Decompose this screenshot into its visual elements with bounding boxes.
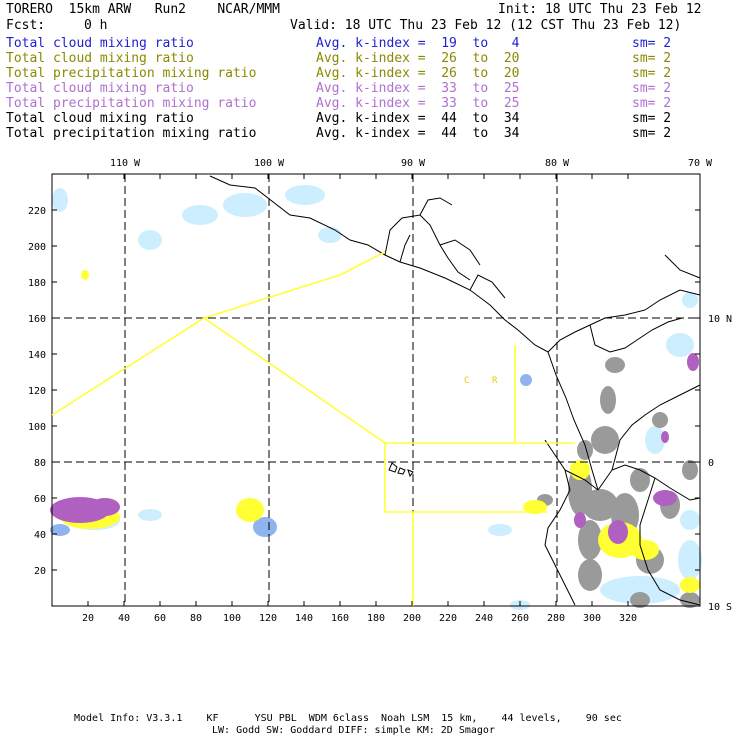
x-tick-label: 120 [259, 613, 277, 624]
run-title: TORERO 15km ARW Run2 NCAR/MMM [6, 2, 280, 17]
legend-kindex: Avg. k-index = 19 to 4 [316, 36, 520, 51]
legend-row: Total precipitation mixing ratio Avg. k-… [6, 66, 736, 81]
x-tick-label: 100 [223, 613, 241, 624]
legend-smooth: sm= 2 [632, 96, 672, 111]
legend-smooth: sm= 2 [632, 126, 672, 141]
legend-field: Total cloud mixing ratio [6, 111, 194, 126]
x-tick-label: 240 [475, 613, 493, 624]
valid-time: Valid: 18 UTC Thu 23 Feb 12 (12 CST Thu … [290, 18, 682, 33]
x-tick-label: 220 [439, 613, 457, 624]
gray-field [537, 357, 700, 608]
x-tick-label: 20 [82, 613, 94, 624]
lon-label: 70 W [688, 158, 713, 169]
y-tick-label: 80 [34, 458, 46, 469]
galapagos-islands [388, 462, 414, 478]
legend-field: Total cloud mixing ratio [6, 36, 194, 51]
legend-row: Total precipitation mixing ratio Avg. k-… [6, 126, 736, 141]
legend-row: Total cloud mixing ratio Avg. k-index = … [6, 36, 736, 51]
y-tick-label: 200 [28, 242, 46, 253]
legend-row: Total precipitation mixing ratio Avg. k-… [6, 96, 736, 111]
model-info: Model Info: V3.3.1 KF YSU PBL WDM 6class… [74, 713, 622, 724]
lat-label: 10 S [708, 602, 732, 613]
x-tick-label: 60 [154, 613, 166, 624]
legend-kindex: Avg. k-index = 44 to 34 [316, 126, 520, 141]
x-tick-labels: 20 40 60 80 100 120 140 160 180 200 220 240 260 280 30… [82, 613, 637, 624]
legend-kindex: Avg. k-index = 33 to 25 [316, 81, 520, 96]
x-tick-label: 40 [118, 613, 130, 624]
model-physics: LW: Godd SW: Goddard DIFF: simple KM: 2D… [212, 725, 495, 736]
shaded-fields [50, 185, 702, 610]
y-tick-labels: 20 40 60 80 100 120 140 160 180 200 220 [28, 206, 46, 577]
legend-row: Total cloud mixing ratio Avg. k-index = … [6, 81, 736, 96]
legend-field: Total precipitation mixing ratio [6, 96, 257, 111]
legend-row: Total cloud mixing ratio Avg. k-index = … [6, 51, 736, 66]
y-tick-label: 180 [28, 278, 46, 289]
legend-field: Total cloud mixing ratio [6, 81, 194, 96]
x-tick-label: 280 [547, 613, 565, 624]
x-tick-label: 180 [367, 613, 385, 624]
init-time: Init: 18 UTC Thu 23 Feb 12 [498, 2, 702, 17]
y-tick-label: 160 [28, 314, 46, 325]
legend-smooth: sm= 2 [632, 111, 672, 126]
legend-kindex: Avg. k-index = 26 to 20 [316, 51, 520, 66]
y-tick-label: 40 [34, 530, 46, 541]
x-tick-label: 140 [295, 613, 313, 624]
legend-smooth: sm= 2 [632, 36, 672, 51]
lat-label: 0 [708, 458, 714, 469]
y-tick-marks [52, 209, 700, 571]
region-labels: C R [464, 376, 498, 386]
purple-field [50, 353, 699, 544]
x-tick-label: 260 [511, 613, 529, 624]
lon-label: 100 W [254, 158, 285, 169]
legend-kindex: Avg. k-index = 44 to 34 [316, 111, 520, 126]
latitude-labels: 10 N 0 10 S [708, 314, 732, 613]
forecast-hour: 0 h [84, 18, 108, 33]
x-tick-marks [87, 174, 629, 606]
lon-label: 80 W [545, 158, 570, 169]
lat-label: 10 N [708, 314, 732, 325]
y-tick-label: 100 [28, 422, 46, 433]
legend-field: Total precipitation mixing ratio [6, 126, 257, 141]
x-tick-label: 80 [190, 613, 202, 624]
legend-field: Total precipitation mixing ratio [6, 66, 257, 81]
lon-label: 110 W [110, 158, 141, 169]
domain-boundaries [51, 251, 575, 606]
y-tick-label: 120 [28, 386, 46, 397]
region-label: C [464, 376, 469, 386]
y-tick-label: 20 [34, 566, 46, 577]
legend-field: Total cloud mixing ratio [6, 51, 194, 66]
x-tick-label: 200 [403, 613, 421, 624]
y-tick-label: 60 [34, 494, 46, 505]
y-tick-label: 220 [28, 206, 46, 217]
longitude-labels: 110 W 100 W 90 W 80 W 70 W [110, 158, 713, 169]
region-label: R [492, 376, 498, 386]
y-tick-label: 140 [28, 350, 46, 361]
legend-kindex: Avg. k-index = 33 to 25 [316, 96, 520, 111]
legend-smooth: sm= 2 [632, 51, 672, 66]
x-tick-label: 300 [583, 613, 601, 624]
lat-lon-grid [52, 174, 700, 606]
x-tick-label: 320 [619, 613, 637, 624]
legend-kindex: Avg. k-index = 26 to 20 [316, 66, 520, 81]
legend-smooth: sm= 2 [632, 66, 672, 81]
blue-field [50, 374, 532, 537]
legend-row: Total cloud mixing ratio Avg. k-index = … [6, 111, 736, 126]
legend-smooth: sm= 2 [632, 81, 672, 96]
lon-label: 90 W [401, 158, 426, 169]
forecast-label: Fcst: [6, 18, 46, 33]
x-tick-label: 160 [331, 613, 349, 624]
